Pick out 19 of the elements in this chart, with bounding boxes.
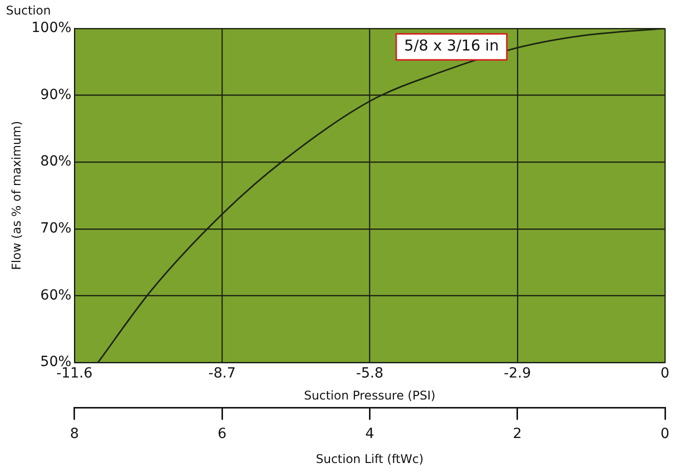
x2-tick-label: 0 [660,426,670,442]
y-axis-title: Flow (as % of maximum) [9,120,24,270]
y-tick-label: 60% [40,287,72,304]
chart-title: Suction [6,3,51,18]
y-tick-label: 90% [40,86,72,103]
x2-axis-title: Suction Lift (ftWc) [316,452,424,466]
series-label: 5/8 x 3/16 in [404,36,499,55]
x-tick-label: 0 [660,366,670,382]
x-tick-label: -5.8 [356,366,384,382]
y-tick-label: 80% [40,154,72,170]
x2-tick-label: 8 [70,426,79,442]
x2-tick-label: 6 [218,426,227,442]
y-tick-label: 100% [31,20,72,36]
x2-tick-label: 2 [512,426,522,442]
x-tick-label: -8.7 [208,366,236,382]
x-tick-label: -2.9 [504,366,532,382]
y-tick-label: 70% [40,220,72,237]
x-axis-title: Suction Pressure (PSI) [304,388,436,403]
x2-tick-label: 4 [365,426,374,442]
